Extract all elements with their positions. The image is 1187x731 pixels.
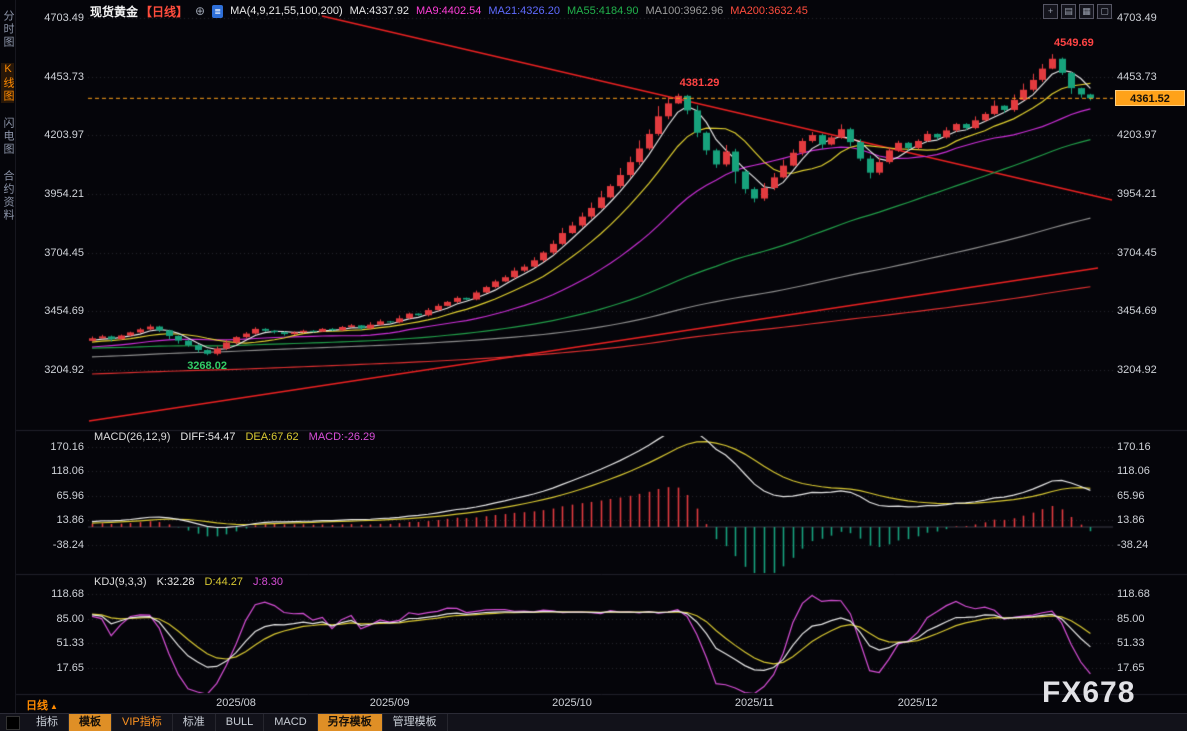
swing-price-label: 4381.29 [679,76,720,89]
kdj-readout: D:44.27 [204,576,244,588]
time-axis-label: 2025/11 [734,697,774,709]
ma-readout: MA100:3962.96 [645,5,724,17]
ma-readout: MA:4337.92 [349,5,409,17]
bottom-toolbar-item[interactable]: 模板 [69,714,112,731]
kdj-header: KDJ(9,3,3) K:32.28 D:44.27 J:8.30 [94,576,293,588]
price-axis-label-right: 4203.97 [1117,129,1157,142]
macd-readout: DEA:67.62 [245,431,299,443]
pan-icon[interactable]: + [1043,4,1058,19]
macd-axis-label-left: 118.06 [51,465,84,478]
macd-readouts: DIFF:54.47 DEA:67.62 MACD:-26.29 [180,431,385,443]
macd-axis-label-left: 170.16 [50,441,84,453]
price-axis-label-right: 3204.92 [1117,364,1157,376]
macd-axis-label-right: -38.24 [1117,538,1149,551]
bottom-toolbar-item[interactable]: 管理模板 [383,714,448,731]
timeframe-text: 日线 [26,700,48,712]
price-axis-label-left: 4203.97 [44,129,84,142]
sidebar-tab-item[interactable]: 分时图 [2,10,14,49]
kdj-axis-label-right: 17.65 [1117,661,1145,674]
bottom-toolbar-item[interactable]: BULL [216,714,265,731]
watermark: FX678 [1042,676,1136,709]
zoom-icon[interactable]: ⊕ [195,4,206,18]
bottom-toolbar-item[interactable]: 指标 [26,714,69,731]
ma-readouts: MA:4337.92 MA9:4402.54 MA21:4326.20 MA55:41… [350,5,815,17]
kdj-axis-label-left: 51.33 [56,637,84,650]
timeframe-label[interactable]: 日线 ▲ [26,697,58,713]
chart-toolbar-icons: + ▤ ▦ ▢ [1043,4,1112,19]
price-axis-label-left: 4453.73 [44,70,84,83]
bottom-toolbar: 指标 模板 VIP指标 标准 BULL MACD 另存模板 管理模板 [0,713,1187,731]
price-axis-label-right: 3954.21 [1117,188,1157,200]
kdj-axis-label-left: 17.65 [56,661,84,674]
ma-readout: MA9:4402.54 [415,5,482,17]
bottom-toolbar-item[interactable]: VIP指标 [112,714,173,731]
price-axis-label-right: 3454.69 [1117,305,1157,318]
time-axis-label: 2025/09 [369,697,410,709]
bottom-toolbar-item[interactable]: MACD [264,714,318,731]
ma-readout: MA200:3632.45 [730,5,808,17]
price-axis-label-left: 3454.69 [44,305,84,318]
macd-axis-label-left: 65.96 [56,489,84,502]
macd-axis-label-right: 170.16 [1117,441,1151,453]
ma-readout: MA21:4326.20 [488,5,560,17]
swing-price-label: 4549.69 [1054,37,1094,50]
time-axis-label: 2025/10 [552,697,592,709]
price-axis-label-right: 4703.49 [1117,12,1157,24]
kdj-axis-label-left: 85.00 [56,612,84,625]
macd-header: MACD(26,12,9) DIFF:54.47 DEA:67.62 MACD:-2… [94,431,385,443]
bottom-toolbar-item[interactable]: 标准 [173,714,216,731]
ma-group-label: MA(4,9,21,55,100,200) [230,5,343,17]
grid-icon[interactable]: ▦ [1079,4,1094,19]
price-axis-label-right: 4453.73 [1117,70,1157,83]
ma-readout: MA55:4184.90 [566,5,639,17]
toolbar-grip-icon[interactable] [6,716,20,730]
macd-title: MACD(26,12,9) [94,431,171,443]
kdj-axis-label-left: 118.68 [51,588,84,600]
panels-icon[interactable]: ▤ [1061,4,1076,19]
macd-axis-label-left: 13.86 [56,514,84,527]
sidebar-tab-item[interactable]: 闪电图 [2,117,14,156]
kdj-readout: J:8.30 [253,576,283,588]
kdj-axis-label-right: 85.00 [1117,612,1145,625]
bottom-toolbar-item[interactable]: 另存模板 [317,714,383,731]
price-axis-label-right: 3704.45 [1117,246,1157,259]
up-triangle-icon: ▲ [50,702,58,711]
window-icon[interactable]: ▢ [1097,4,1112,19]
symbol-name: 现货黄金 [90,4,139,19]
chart-type-sidebar: 分时图 K线图闪电图合约资料 [0,0,16,731]
kdj-axis-label-right: 118.68 [1117,588,1150,600]
swing-price-label: 3268.02 [187,360,227,373]
kdj-readout: K:32.28 [156,576,195,588]
macd-axis-label-right: 118.06 [1117,465,1150,478]
sidebar-tab-active[interactable]: K线图 [1,63,14,103]
kdj-readouts: K:32.28 D:44.27 J:8.30 [157,576,293,588]
time-axis-label: 2025/12 [897,697,938,709]
macd-axis-label-left: -38.24 [52,538,84,551]
indicator-settings-icon[interactable]: ≣ [212,4,224,18]
time-axis-label: 2025/08 [216,697,256,709]
kdj-axis-label-right: 51.33 [1117,637,1145,650]
macd-readout: DIFF:54.47 [180,431,236,443]
last-price-badge: 4361.52 [1115,90,1185,106]
macd-readout: MACD:-26.29 [308,431,376,443]
chart-header: 现货黄金 【日线】 ⊕ ≣ MA(4,9,21,55,100,200) MA:4… [90,3,815,19]
price-axis-label-left: 3204.92 [44,364,84,376]
macd-axis-label-right: 13.86 [1117,514,1145,527]
price-axis-label-left: 4703.49 [44,12,84,24]
macd-axis-label-right: 65.96 [1117,489,1145,502]
sidebar-tab-item[interactable]: 合约资料 [2,170,14,222]
period-tag: 【日线】 [140,4,189,19]
price-axis-label-left: 3704.45 [44,246,84,259]
kdj-title: KDJ(9,3,3) [94,576,147,588]
price-axis-label-left: 3954.21 [44,188,84,200]
